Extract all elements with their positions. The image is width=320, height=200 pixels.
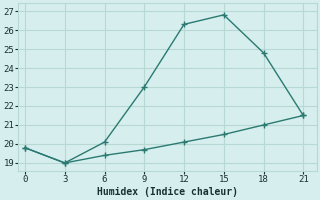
X-axis label: Humidex (Indice chaleur): Humidex (Indice chaleur) [97, 186, 238, 197]
